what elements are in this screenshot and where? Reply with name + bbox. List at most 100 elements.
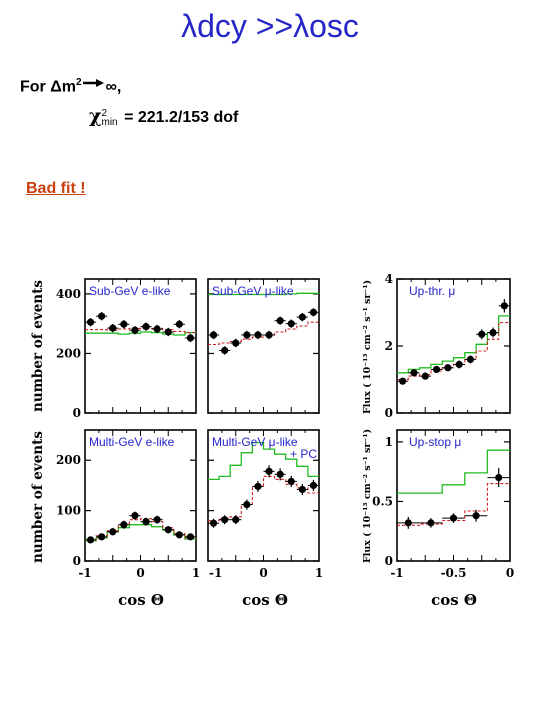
panel-up-thr-mu: 0 2 4 Up-thr. μ xyxy=(385,272,511,420)
y-tick-label: 1 xyxy=(385,435,393,449)
data-point xyxy=(175,531,183,539)
x-tick-label: -0.5 xyxy=(441,566,467,580)
series-line-model-red xyxy=(85,327,196,334)
x-tick-label: 0 xyxy=(136,566,144,580)
data-point xyxy=(221,346,229,355)
series-line-model-red xyxy=(208,321,319,346)
x-axis-label-1: cos Θ xyxy=(118,591,164,609)
panel-frame xyxy=(84,429,197,562)
data-point xyxy=(265,467,273,475)
x-axis-label-2: cos Θ xyxy=(242,591,288,609)
data-point xyxy=(399,377,407,385)
panel-label: Sub-GeV μ-like xyxy=(212,284,294,298)
y-axis-label-flux-top: Flux ( 10⁻¹³ cm⁻² s⁻¹ sr⁻¹) xyxy=(362,280,373,414)
panel-sub-gev-mu: Sub-GeV μ-like xyxy=(207,278,320,414)
formula-sup: 2 xyxy=(75,77,82,88)
series-line-model-green xyxy=(85,331,196,336)
y-axis-label-events-upper: number of events xyxy=(30,280,46,412)
data-point xyxy=(243,500,251,509)
panel-label: Up-stop μ xyxy=(409,435,461,449)
data-point xyxy=(265,331,273,339)
data-point xyxy=(298,485,306,494)
y-tick-label: 0 xyxy=(385,554,393,568)
data-point xyxy=(309,481,318,490)
data-point xyxy=(142,518,150,526)
data-point xyxy=(98,533,106,541)
data-point xyxy=(120,320,128,328)
data-point xyxy=(142,323,150,331)
arrow-right-icon xyxy=(82,74,106,92)
data-point xyxy=(153,516,161,524)
data-point xyxy=(455,360,463,369)
series-line-model-red xyxy=(85,518,196,541)
data-point xyxy=(209,331,218,339)
data-point xyxy=(243,331,251,339)
data-point xyxy=(421,372,429,380)
data-point xyxy=(466,355,475,363)
chi-sub: min xyxy=(101,116,118,128)
series-line-model-red xyxy=(208,475,319,522)
x-tick-label: 1 xyxy=(315,566,323,580)
x-tick-label: 0 xyxy=(506,566,514,580)
x-tick-label: -1 xyxy=(78,566,91,580)
y-tick-label: 400 xyxy=(56,287,81,301)
data-point xyxy=(153,325,161,333)
x-tick-label: 1 xyxy=(192,566,200,580)
panel-multi-gev-mu: -1 0 1 Multi-GeV μ-like + PC xyxy=(207,429,323,580)
x-axis-label-3: cos Θ xyxy=(431,591,477,609)
y-tick-label: 100 xyxy=(56,504,81,518)
panel-label-line: Multi-GeV μ-like xyxy=(212,435,298,449)
formula-line-2: χ 2 min = 221.2/153 dof xyxy=(89,105,238,127)
data-point xyxy=(186,334,195,342)
panel-frame xyxy=(84,278,197,414)
series-line-model-green xyxy=(208,292,319,296)
y-tick-label: 0 xyxy=(73,554,81,568)
data-point xyxy=(221,516,229,524)
y-axis-label-events-lower: number of events xyxy=(30,431,46,563)
panel-label-line: + PC xyxy=(290,447,317,461)
panel-label: Multi-GeV e-like xyxy=(89,435,175,449)
chi-value: = 221.2/153 dof xyxy=(119,109,239,126)
page-title: λdcy >>λosc xyxy=(181,8,359,44)
data-point xyxy=(444,364,452,372)
data-point xyxy=(404,519,412,527)
data-point xyxy=(164,526,172,534)
panel-sub-gev-e: 0 200 400 Sub-GeV e-like xyxy=(56,278,197,420)
data-point xyxy=(287,477,295,485)
panel-frame xyxy=(207,278,320,414)
data-point xyxy=(489,329,497,337)
data-point xyxy=(298,313,306,321)
data-point xyxy=(164,328,172,336)
panel-label: Up-thr. μ xyxy=(409,284,455,298)
data-point xyxy=(254,331,262,339)
data-point xyxy=(254,482,262,491)
data-point xyxy=(175,320,183,328)
y-tick-label: 0.5 xyxy=(372,494,393,508)
x-tick-label: -1 xyxy=(390,566,403,580)
data-point xyxy=(427,519,435,527)
data-point xyxy=(120,521,128,529)
data-point xyxy=(131,512,139,520)
y-tick-label: 200 xyxy=(56,346,81,360)
bad-fit-note: Bad fit ! xyxy=(26,180,86,197)
x-tick-label: -1 xyxy=(209,566,222,580)
data-point xyxy=(495,474,503,482)
data-point xyxy=(232,339,240,347)
y-tick-label: 0 xyxy=(73,406,81,420)
data-point xyxy=(276,470,284,478)
data-point xyxy=(86,536,95,544)
y-axis-label-flux-bottom: Flux ( 10⁻¹³ cm⁻² s⁻¹ sr⁻¹) xyxy=(362,429,373,563)
y-tick-label: 0 xyxy=(385,406,393,420)
formula-suffix: ∞, xyxy=(105,78,122,96)
data-point xyxy=(186,533,195,541)
data-point xyxy=(287,320,295,328)
y-tick-label: 200 xyxy=(56,453,81,467)
data-point xyxy=(109,528,117,536)
data-point xyxy=(209,519,218,527)
series-line-model-green xyxy=(208,441,319,481)
y-tick-label: 2 xyxy=(385,339,393,353)
chi-symbol: χ xyxy=(89,105,102,127)
data-point xyxy=(309,308,318,316)
data-point xyxy=(410,369,418,377)
